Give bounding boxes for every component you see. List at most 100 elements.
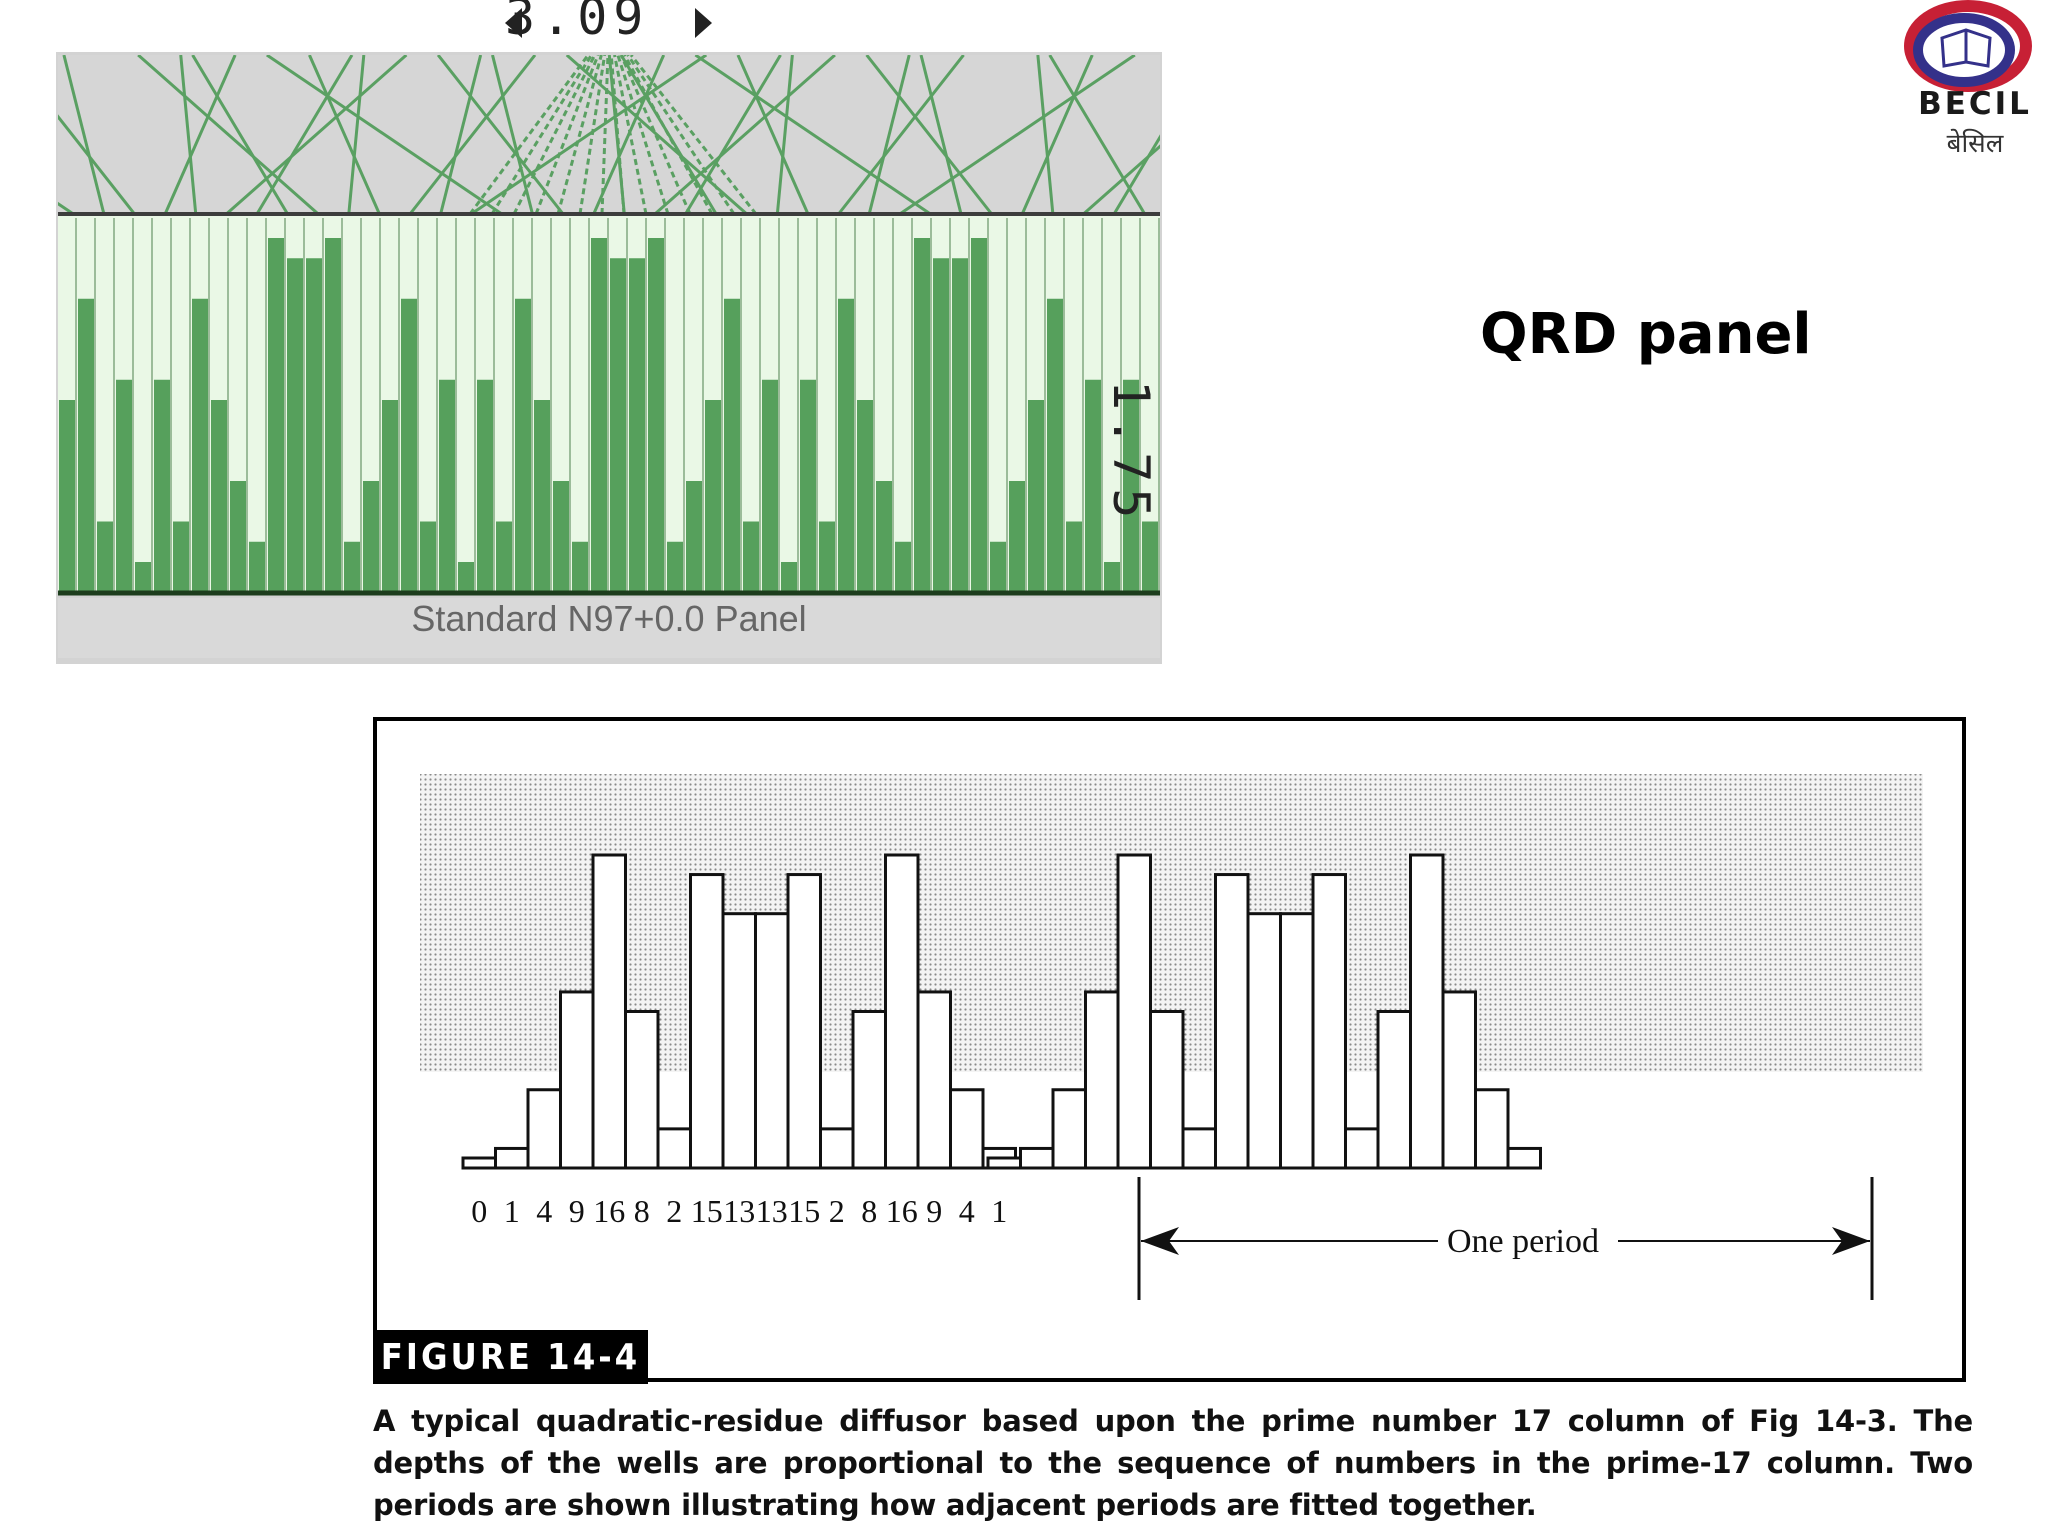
scatter-ray (490, 55, 593, 215)
well-bar (496, 521, 512, 592)
figure-tag: FIGURE 14-4 (373, 1330, 648, 1384)
sequence-bar (986, 1156, 1022, 1170)
scatter-ray (556, 55, 603, 215)
well-bar (458, 562, 474, 592)
sequence-labels: 0 1 4 9 16 8 2 15 13 13 15 2 8 16 9 4 1 (471, 1193, 1007, 1229)
well-bar (230, 481, 246, 592)
well-bar (1142, 521, 1158, 592)
well-bar (990, 541, 1006, 592)
sequence-label: 0 (471, 1193, 487, 1229)
scatter-ray (1048, 55, 1146, 215)
width-arrow-left-icon (505, 8, 522, 38)
scatter-ray (1020, 55, 1094, 215)
scatter-ray (58, 114, 136, 215)
well-bar (382, 400, 398, 592)
sequence-label: 16 (886, 1193, 918, 1229)
scatter-ray (600, 55, 610, 215)
scatter-ray (653, 55, 836, 215)
well-bar (287, 258, 303, 592)
sequence-bar (1019, 1146, 1055, 1170)
well-bar (78, 298, 94, 592)
sequence-label: 15 (691, 1193, 723, 1229)
well-bar (895, 541, 911, 592)
sequence-bar (494, 1146, 530, 1170)
scatter-ray (534, 55, 600, 215)
well-bar (857, 400, 873, 592)
sequence-bar (1506, 1146, 1542, 1170)
sequence-label: 8 (634, 1193, 650, 1229)
scatter-ray (491, 55, 534, 215)
sequence-label: 13 (723, 1193, 755, 1229)
sequence-bar (1279, 912, 1315, 1170)
scatter-ray (616, 55, 670, 215)
scatter-ray (919, 55, 963, 215)
well-bar (553, 481, 569, 592)
well-bar (1009, 481, 1025, 592)
sequence-bar (461, 1156, 497, 1170)
scatter-ray (775, 55, 794, 215)
well-bar (515, 298, 531, 592)
slide-title: QRD panel (1480, 302, 1812, 367)
sequence-bar (1149, 1010, 1185, 1170)
scatter-ray (62, 55, 106, 215)
sequence-bar (1246, 912, 1282, 1170)
sequence-bar (851, 1010, 887, 1170)
scatter-ray (308, 55, 381, 215)
well-bar (306, 258, 322, 592)
well-bar (1047, 298, 1063, 592)
qrd-sequence-chart: 0 1 4 9 16 8 2 15 13 13 15 2 8 16 9 4 1 One period (420, 774, 1923, 1300)
sequence-bar (1344, 1127, 1380, 1170)
width-arrow-right-icon (695, 8, 712, 38)
qrd-panel-illustration (56, 8, 1162, 664)
well-bar (800, 379, 816, 592)
scatter-ray (736, 55, 810, 215)
scatter-ray (867, 55, 911, 215)
well-bar (192, 298, 208, 592)
well-bar (1123, 379, 1139, 592)
well-bar (1028, 400, 1044, 592)
well-bar (211, 400, 227, 592)
scatter-lines (58, 55, 1160, 215)
scatter-ray (137, 55, 320, 215)
scatter-ray (266, 55, 503, 215)
sequence-bar (1441, 990, 1477, 1170)
sequence-bar (559, 990, 595, 1170)
well-bar (838, 298, 854, 592)
well-bar (135, 562, 151, 592)
sequence-bar (656, 1127, 692, 1170)
sequence-bar (721, 912, 757, 1170)
well-bar (116, 379, 132, 592)
scatter-ray (470, 55, 708, 215)
sequence-bar (689, 873, 725, 1170)
well-bar (724, 298, 740, 592)
sequence-bar (754, 912, 790, 1170)
scatter-ray (225, 55, 408, 215)
logo-text-latin: BECIL (1918, 86, 2032, 122)
sequence-label: 9 (926, 1193, 942, 1229)
well-bar (667, 541, 683, 592)
scatter-ray (629, 55, 758, 215)
sequence-label: 16 (593, 1193, 625, 1229)
scatter-ray (694, 55, 932, 215)
sequence-bar (884, 853, 920, 1170)
scatter-ray (347, 55, 366, 215)
scatter-ray (898, 55, 1136, 215)
well-bar (743, 521, 759, 592)
sequence-label: 4 (959, 1193, 975, 1229)
bars-group (461, 853, 1542, 1170)
scatter-ray (179, 55, 198, 215)
well-bar (1104, 562, 1120, 592)
panel-caption: Standard N97+0.0 Panel (411, 598, 807, 639)
well-bar (268, 238, 284, 592)
sequence-label: 13 (756, 1193, 788, 1229)
well-bar (648, 238, 664, 592)
well-bar (819, 521, 835, 592)
becil-globe-icon (1904, 0, 2032, 92)
scatter-ray (163, 55, 237, 215)
scatter-ray (609, 55, 626, 215)
sequence-bar (1214, 873, 1250, 1170)
well-bar (59, 400, 75, 592)
well-bar (420, 521, 436, 592)
period-arrow-right-icon (1832, 1227, 1870, 1255)
well-bar (401, 298, 417, 592)
